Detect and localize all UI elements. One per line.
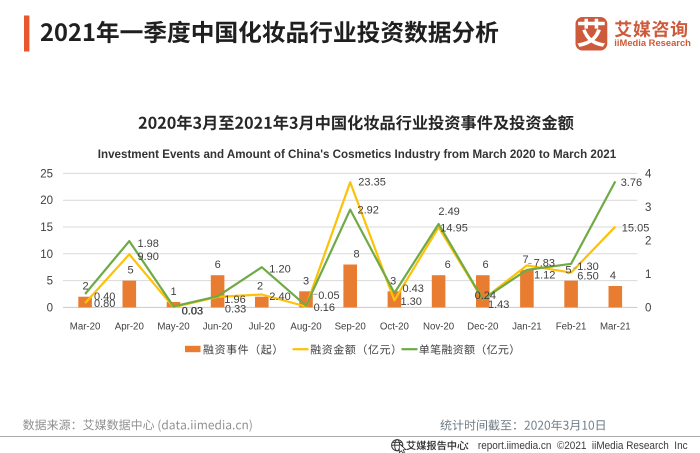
svg-text:0.43: 0.43 [403, 283, 424, 295]
svg-text:25: 25 [40, 168, 53, 180]
svg-text:6: 6 [445, 259, 451, 271]
svg-text:2.92: 2.92 [358, 205, 379, 217]
svg-text:0.05: 0.05 [318, 290, 339, 302]
svg-text:1.43: 1.43 [488, 299, 509, 311]
svg-text:Aug-20: Aug-20 [290, 322, 322, 333]
svg-text:Apr-20: Apr-20 [115, 322, 145, 333]
svg-text:2: 2 [257, 281, 263, 293]
svg-text:10: 10 [40, 249, 53, 261]
svg-text:3: 3 [645, 202, 651, 214]
svg-text:20: 20 [40, 195, 53, 207]
svg-text:6: 6 [215, 259, 221, 271]
svg-text:5: 5 [47, 276, 53, 288]
svg-text:Oct-20: Oct-20 [380, 322, 410, 333]
svg-text:2: 2 [645, 235, 651, 247]
svg-text:1: 1 [170, 286, 176, 298]
svg-text:1.12: 1.12 [534, 269, 555, 281]
svg-text:3: 3 [303, 275, 309, 287]
svg-text:14.95: 14.95 [440, 222, 468, 234]
svg-text:1.30: 1.30 [401, 296, 422, 308]
svg-text:2.49: 2.49 [438, 206, 459, 218]
svg-text:0.03: 0.03 [182, 305, 203, 317]
svg-text:0.24: 0.24 [475, 290, 496, 302]
svg-text:0.40: 0.40 [94, 291, 115, 303]
svg-text:0.16: 0.16 [314, 302, 335, 314]
svg-text:6: 6 [482, 259, 488, 271]
svg-text:15.05: 15.05 [622, 223, 650, 235]
svg-text:15: 15 [40, 222, 53, 234]
svg-text:0: 0 [47, 302, 53, 314]
svg-text:Jun-20: Jun-20 [203, 322, 233, 333]
svg-text:iiMedia Research: iiMedia Research [614, 37, 691, 48]
svg-text:4: 4 [610, 270, 616, 282]
svg-text:1.30: 1.30 [577, 261, 598, 273]
svg-text:Mar-20: Mar-20 [70, 322, 101, 333]
svg-text:1: 1 [645, 269, 651, 281]
svg-text:Jan-21: Jan-21 [512, 322, 542, 333]
svg-text:Sep-20: Sep-20 [335, 322, 367, 333]
svg-text:May-20: May-20 [157, 322, 190, 333]
svg-text:6.50: 6.50 [577, 271, 598, 283]
svg-text:Feb-21: Feb-21 [556, 322, 587, 333]
svg-text:0: 0 [645, 302, 651, 314]
svg-text:1.98: 1.98 [138, 238, 159, 250]
svg-text:23.35: 23.35 [358, 177, 386, 189]
svg-text:1.20: 1.20 [269, 263, 290, 275]
svg-text:1.96: 1.96 [224, 294, 245, 306]
svg-text:5: 5 [127, 265, 133, 277]
svg-text:4: 4 [645, 168, 652, 180]
svg-text:Nov-20: Nov-20 [423, 322, 455, 333]
svg-text:2: 2 [82, 281, 88, 293]
svg-text:7.83: 7.83 [534, 258, 555, 270]
svg-text:9.90: 9.90 [138, 251, 159, 263]
svg-text:Investment Events and Amount o: Investment Events and Amount of China's … [98, 148, 617, 161]
svg-text:report.iimedia.cn ©2021 iiMe: report.iimedia.cn ©2021 iiMedia Research… [478, 440, 688, 452]
svg-text:0.80: 0.80 [94, 298, 115, 310]
svg-text:0.33: 0.33 [225, 303, 246, 315]
svg-text:0.03: 0.03 [182, 306, 203, 318]
svg-text:Dec-20: Dec-20 [467, 322, 499, 333]
svg-text:7: 7 [523, 254, 529, 266]
svg-text:Jul-20: Jul-20 [249, 322, 276, 333]
svg-text:2.40: 2.40 [269, 291, 290, 303]
svg-text:8: 8 [353, 249, 359, 261]
svg-text:Mar-21: Mar-21 [600, 322, 631, 333]
svg-text:3: 3 [390, 275, 396, 287]
svg-text:3.76: 3.76 [621, 177, 642, 189]
svg-text:5: 5 [565, 265, 571, 277]
